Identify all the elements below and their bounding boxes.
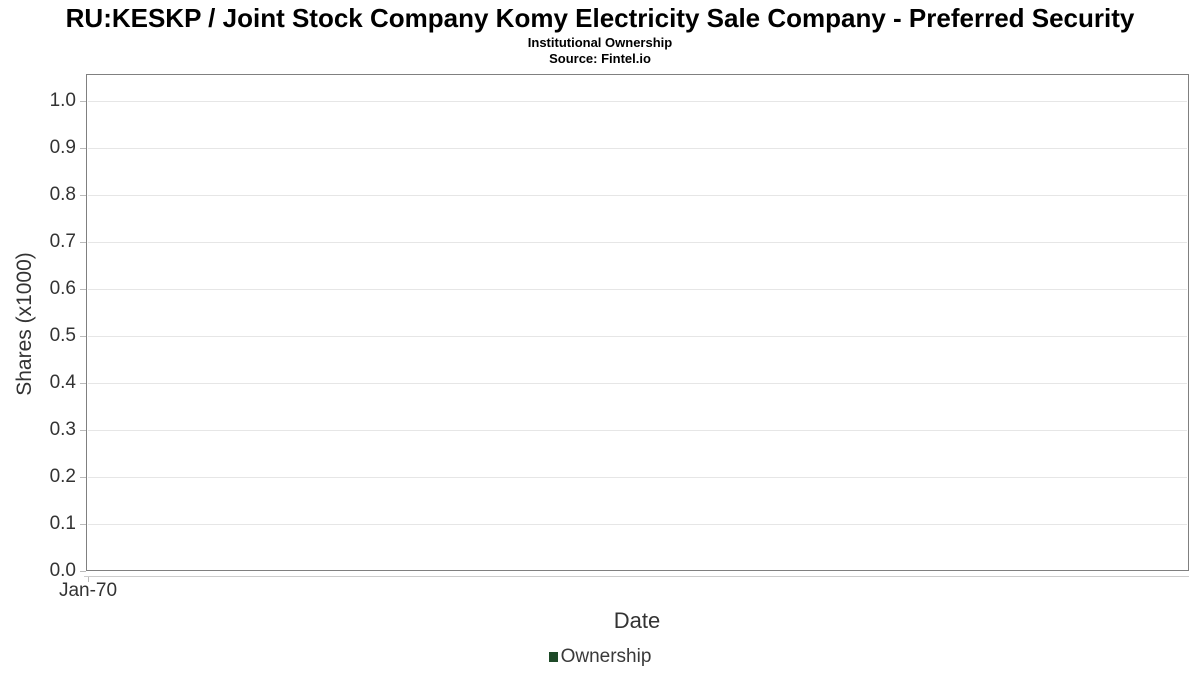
y-axis-tick (80, 148, 86, 149)
y-tick-label: 0.8 (49, 184, 76, 205)
gridline (88, 289, 1187, 290)
gridline (88, 477, 1187, 478)
gridline (88, 336, 1187, 337)
gridline (88, 242, 1187, 243)
y-axis-tick (80, 242, 86, 243)
chart-subtitle: Institutional Ownership (527, 35, 673, 50)
x-axis-title: Date (613, 608, 661, 633)
chart-source: Source: Fintel.io (549, 51, 651, 66)
y-axis-tick (80, 571, 86, 572)
gridline (88, 383, 1187, 384)
y-axis-tick (80, 195, 86, 196)
y-axis-tick (80, 524, 86, 525)
y-axis-tick (80, 383, 86, 384)
gridline (88, 101, 1187, 102)
x-tick-label: Jan-70 (58, 580, 118, 601)
plot-area (86, 74, 1189, 571)
gridline (88, 430, 1187, 431)
grid-layer (88, 76, 1187, 569)
legend-label-ownership: Ownership (560, 646, 652, 667)
gridline (88, 524, 1187, 525)
y-tick-label: 0.5 (49, 325, 76, 346)
y-axis-tick (80, 477, 86, 478)
y-tick-label: 0.1 (49, 513, 76, 534)
y-axis-tick (80, 101, 86, 102)
y-tick-label: 0.4 (49, 372, 76, 393)
y-axis-tick (80, 289, 86, 290)
y-tick-label: 0.9 (49, 137, 76, 158)
x-axis-line (84, 576, 1189, 577)
y-tick-label: 0.7 (49, 231, 76, 252)
chart-title: RU:KESKP / Joint Stock Company Komy Elec… (65, 3, 1135, 33)
y-axis-tick (80, 430, 86, 431)
y-tick-label: 0.6 (49, 278, 76, 299)
y-tick-label: 1.0 (49, 90, 76, 111)
y-axis-tick (80, 336, 86, 337)
gridline (88, 148, 1187, 149)
y-tick-label: 0.2 (49, 466, 76, 487)
gridline (88, 195, 1187, 196)
legend-marker-square-icon (548, 652, 558, 662)
legend-item-ownership[interactable]: Ownership (0, 644, 1200, 670)
y-tick-label: 0.0 (49, 560, 76, 581)
x-axis-tick (88, 577, 89, 582)
y-tick-label: 0.3 (49, 419, 76, 440)
